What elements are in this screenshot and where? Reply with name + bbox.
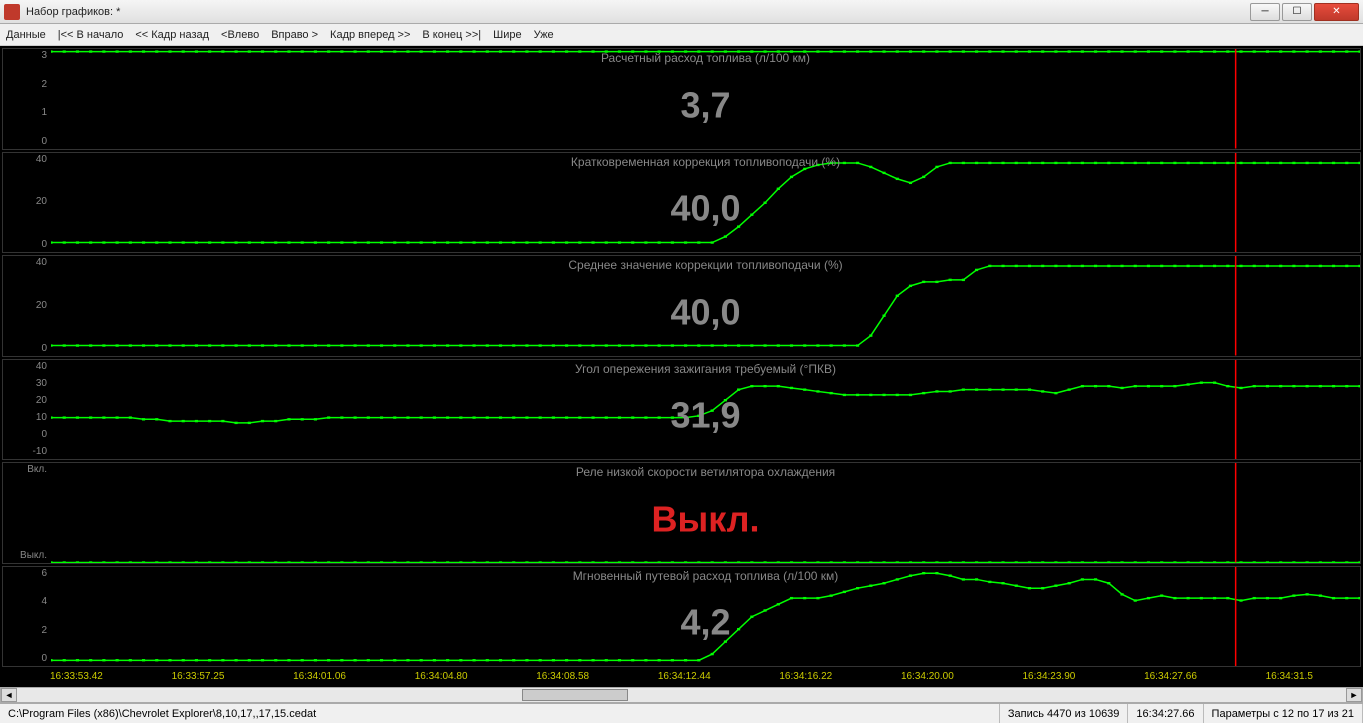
status-record: Запись 4470 из 10639 <box>1000 704 1129 723</box>
status-path: C:\Program Files (x86)\Chevrolet Explore… <box>0 704 1000 723</box>
y-tick-label: 3 <box>41 51 47 61</box>
plot-area[interactable]: Мгновенный путевой расход топлива (л/100… <box>51 567 1360 667</box>
menu-frame-back[interactable]: << Кадр назад <box>135 29 209 41</box>
x-tick-label: 16:34:01.06 <box>293 671 346 685</box>
status-params: Параметры с 12 по 17 из 21 <box>1204 704 1363 723</box>
y-tick-label: 30 <box>36 379 47 389</box>
app-icon <box>4 4 20 20</box>
x-tick-label: 16:34:23.90 <box>1023 671 1076 685</box>
x-tick-label: 16:34:16.22 <box>779 671 832 685</box>
statusbar: C:\Program Files (x86)\Chevrolet Explore… <box>0 703 1363 723</box>
x-tick-label: 16:33:53.42 <box>50 671 103 685</box>
y-tick-label: 0 <box>41 344 47 354</box>
y-axis-labels: 40 20 0 <box>3 256 51 356</box>
y-tick-label: 40 <box>36 258 47 268</box>
chart-title: Расчетный расход топлива (л/100 км) <box>601 51 810 65</box>
chart-panel[interactable]: 6 4 2 0 Мгновенный путевой расход топлива (л… <box>2 566 1361 668</box>
menu-left[interactable]: <Влево <box>221 29 259 41</box>
chart-title: Среднее значение коррекции топливоподачи… <box>568 258 842 272</box>
x-tick-label: 16:34:08.58 <box>536 671 589 685</box>
plot-area[interactable]: Угол опережения зажигания требуемый (°ПК… <box>51 360 1360 460</box>
chart-panel[interactable]: 40 20 0 Кратковременная коррекция топливопо… <box>2 152 1361 254</box>
y-tick-label: 10 <box>36 413 47 423</box>
y-tick-label: 40 <box>36 155 47 165</box>
status-time: 16:34:27.66 <box>1128 704 1203 723</box>
y-tick-label: 2 <box>41 80 47 90</box>
menu-wider[interactable]: Шире <box>493 29 521 41</box>
y-tick-label: Выкл. <box>20 551 47 561</box>
y-axis-labels: 40 30 20 10 0 -10 <box>3 360 51 460</box>
y-tick-label: 20 <box>36 197 47 207</box>
chart-big-value: 4,2 <box>680 602 730 644</box>
y-tick-label: 0 <box>41 430 47 440</box>
y-tick-label: -10 <box>33 447 47 457</box>
y-tick-label: 40 <box>36 362 47 372</box>
y-tick-label: 0 <box>41 137 47 147</box>
y-axis-labels: Вкл. Выкл. <box>3 463 51 563</box>
window-title: Набор графиков: * <box>26 6 1250 18</box>
x-axis: 16:33:53.42 16:33:57.25 16:34:01.06 16:34:0… <box>0 669 1363 687</box>
y-tick-label: 20 <box>36 301 47 311</box>
chart-big-value: 3,7 <box>680 84 730 126</box>
menu-to-start[interactable]: |<< В начало <box>58 29 124 41</box>
y-tick-label: 1 <box>41 108 47 118</box>
chart-panel[interactable]: 40 30 20 10 0 -10 Угол опережения зажигания тр… <box>2 359 1361 461</box>
menubar: Данные |<< В начало << Кадр назад <Влево… <box>0 24 1363 46</box>
menu-narrower[interactable]: Уже <box>534 29 554 41</box>
x-tick-label: 16:34:12.44 <box>658 671 711 685</box>
chart-big-value: 40,0 <box>670 291 740 333</box>
x-tick-label: 16:34:31.5 <box>1266 671 1313 685</box>
horizontal-scrollbar[interactable]: ◄ ► <box>0 687 1363 703</box>
y-tick-label: 0 <box>41 240 47 250</box>
x-tick-label: 16:34:04.80 <box>415 671 468 685</box>
chart-title: Реле низкой скорости ветилятора охлажден… <box>576 465 835 479</box>
y-axis-labels: 40 20 0 <box>3 153 51 253</box>
x-tick-label: 16:34:20.00 <box>901 671 954 685</box>
chart-title: Мгновенный путевой расход топлива (л/100… <box>573 569 839 583</box>
chart-panel[interactable]: Вкл. Выкл. Реле низкой скорости ветилятора… <box>2 462 1361 564</box>
y-axis-labels: 6 4 2 0 <box>3 567 51 667</box>
menu-right[interactable]: Вправо > <box>271 29 318 41</box>
window-controls: ─ ☐ ✕ <box>1250 3 1359 21</box>
plot-area[interactable]: Среднее значение коррекции топливоподачи… <box>51 256 1360 356</box>
menu-data[interactable]: Данные <box>6 29 46 41</box>
scroll-track[interactable] <box>17 688 1346 702</box>
y-tick-label: 2 <box>41 626 47 636</box>
scroll-right-button[interactable]: ► <box>1346 688 1362 702</box>
plot-area[interactable]: Реле низкой скорости ветилятора охлажден… <box>51 463 1360 563</box>
y-tick-label: 0 <box>41 654 47 664</box>
chart-title: Угол опережения зажигания требуемый (°ПК… <box>575 362 836 376</box>
scroll-left-button[interactable]: ◄ <box>1 688 17 702</box>
menu-to-end[interactable]: В конец >>| <box>422 29 481 41</box>
chart-panel[interactable]: 40 20 0 Среднее значение коррекции топливоп… <box>2 255 1361 357</box>
scroll-thumb[interactable] <box>522 689 628 701</box>
titlebar: Набор графиков: * ─ ☐ ✕ <box>0 0 1363 24</box>
y-tick-label: Вкл. <box>27 465 47 475</box>
maximize-button[interactable]: ☐ <box>1282 3 1312 21</box>
y-tick-label: 6 <box>41 569 47 579</box>
plot-area[interactable]: Кратковременная коррекция топливоподачи … <box>51 153 1360 253</box>
chart-big-value: 40,0 <box>670 188 740 230</box>
x-tick-label: 16:33:57.25 <box>172 671 225 685</box>
menu-frame-fwd[interactable]: Кадр вперед >> <box>330 29 410 41</box>
plot-area[interactable]: Расчетный расход топлива (л/100 км) 3,7 <box>51 49 1360 149</box>
y-tick-label: 20 <box>36 396 47 406</box>
chart-title: Кратковременная коррекция топливоподачи … <box>571 155 840 169</box>
y-tick-label: 4 <box>41 597 47 607</box>
chart-big-value: Выкл. <box>651 498 759 540</box>
chart-big-value: 31,9 <box>670 395 740 437</box>
close-button[interactable]: ✕ <box>1314 3 1359 21</box>
minimize-button[interactable]: ─ <box>1250 3 1280 21</box>
chart-panel[interactable]: 3 2 1 0 Расчетный расход топлива (л/100 км) 3… <box>2 48 1361 150</box>
x-tick-label: 16:34:27.66 <box>1144 671 1197 685</box>
y-axis-labels: 3 2 1 0 <box>3 49 51 149</box>
charts-area: 3210Расчетный расход топлива (л/100 км)3… <box>0 46 1363 669</box>
